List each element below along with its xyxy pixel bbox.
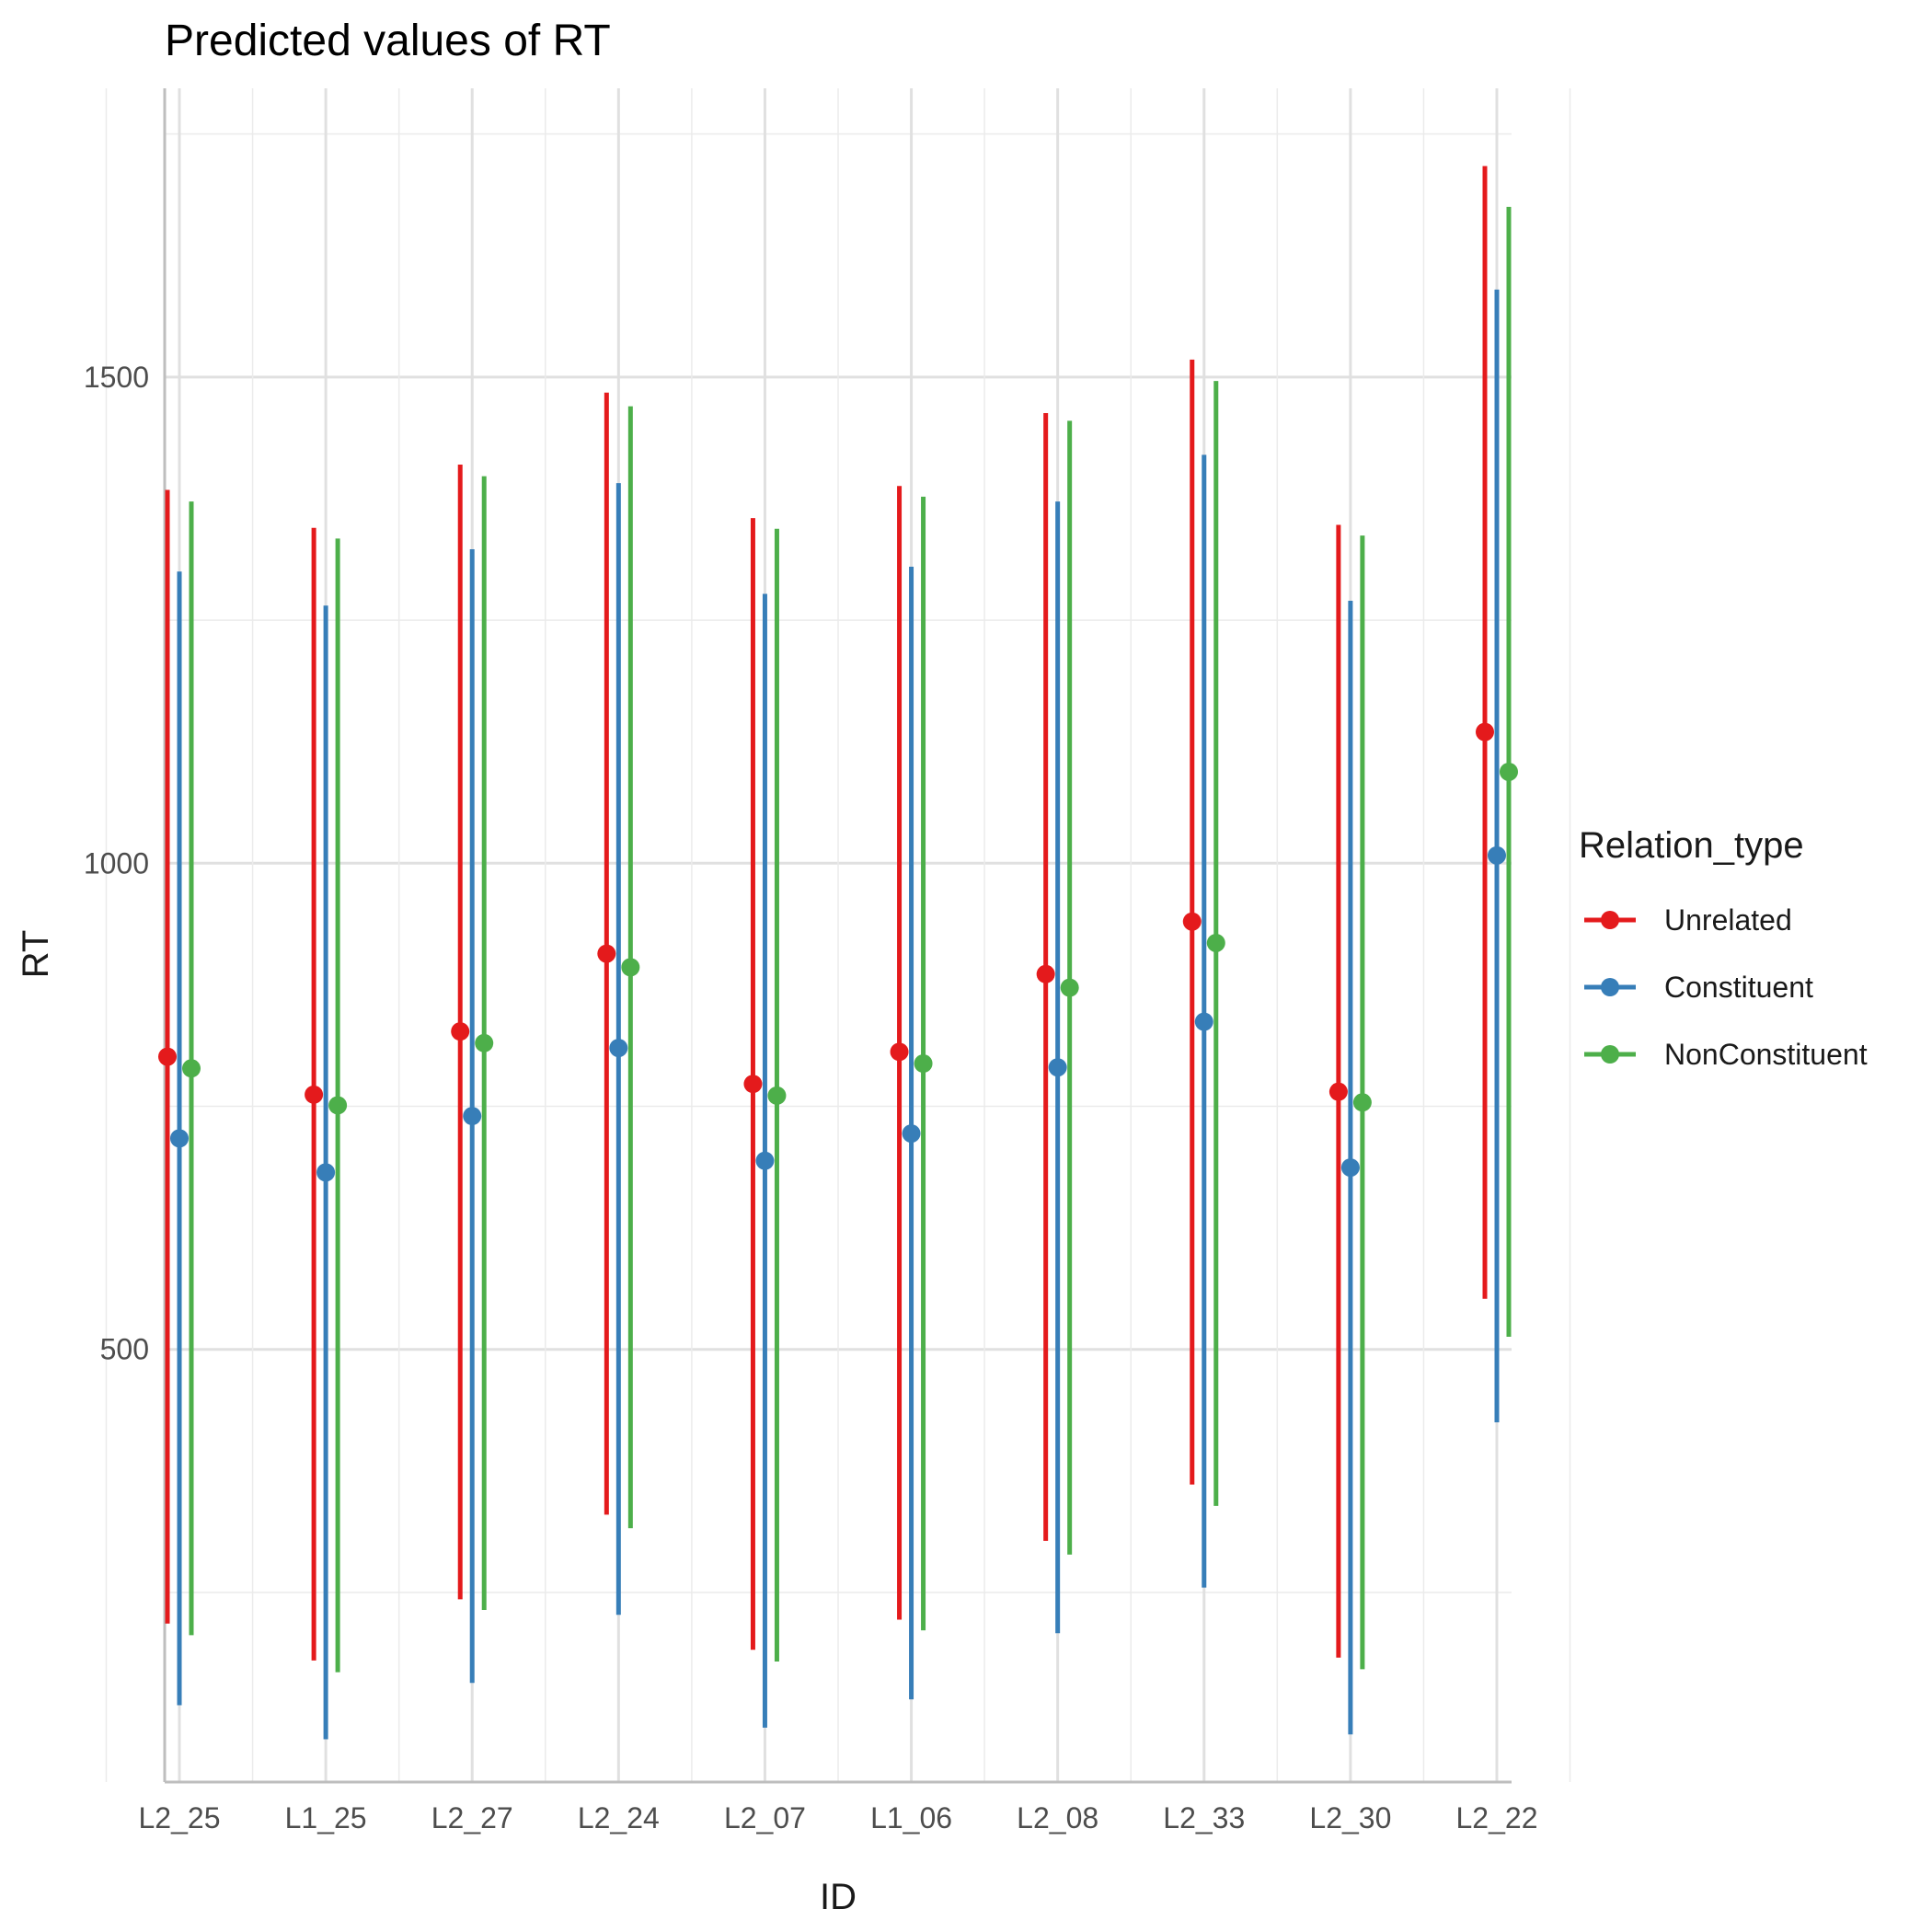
data-point bbox=[1352, 1093, 1372, 1112]
data-point bbox=[316, 1163, 336, 1182]
data-point bbox=[451, 1022, 470, 1041]
data-point bbox=[328, 1096, 348, 1115]
x-tick-label: L2_25 bbox=[139, 1801, 221, 1834]
data-point bbox=[1206, 933, 1225, 952]
legend-key-point bbox=[1601, 911, 1619, 929]
data-marks bbox=[158, 166, 1518, 1740]
x-tick-label: L2_33 bbox=[1163, 1801, 1245, 1834]
legend-label: Unrelated bbox=[1664, 903, 1792, 937]
x-tick-label: L2_08 bbox=[1017, 1801, 1098, 1834]
data-point bbox=[902, 1124, 921, 1144]
y-axis-title: RT bbox=[16, 930, 56, 979]
legend-item-constituent: Constituent bbox=[1584, 971, 1813, 1004]
y-tick-labels: 500 1000 1500 bbox=[84, 361, 149, 1366]
data-point bbox=[475, 1033, 494, 1052]
data-point bbox=[743, 1075, 763, 1094]
data-point bbox=[158, 1047, 177, 1066]
legend-title: Relation_type bbox=[1579, 825, 1804, 866]
series-unrelated bbox=[158, 166, 1494, 1661]
data-point bbox=[305, 1085, 324, 1104]
data-point bbox=[182, 1059, 201, 1078]
data-point bbox=[755, 1151, 775, 1170]
data-point bbox=[621, 958, 640, 977]
y-tick-label: 1000 bbox=[84, 846, 149, 880]
x-tick-labels: L2_25 L1_25 L2_27 L2_24 L2_07 L1_06 L2_08 L2_33… bbox=[139, 1801, 1538, 1834]
data-point bbox=[597, 944, 616, 963]
legend: Relation_type Unrelated Constituent NonCon… bbox=[1579, 825, 1868, 1071]
x-tick-label: L2_27 bbox=[431, 1801, 513, 1834]
series-nonconstituent bbox=[182, 206, 1518, 1673]
legend-label: Constituent bbox=[1664, 971, 1813, 1004]
x-axis-title: ID bbox=[820, 1877, 857, 1917]
x-tick-label: L2_24 bbox=[578, 1801, 660, 1834]
chart-title: Predicted values of RT bbox=[165, 17, 611, 65]
data-point bbox=[463, 1107, 482, 1126]
legend-key-point bbox=[1601, 978, 1619, 996]
series-constituent bbox=[170, 289, 1506, 1740]
data-point bbox=[170, 1129, 189, 1148]
data-point bbox=[1476, 722, 1494, 742]
data-point bbox=[914, 1054, 933, 1074]
data-point bbox=[1328, 1082, 1348, 1101]
y-tick-label: 1500 bbox=[84, 361, 149, 394]
x-tick-label: L2_07 bbox=[724, 1801, 806, 1834]
data-point bbox=[890, 1042, 909, 1062]
x-tick-label: L1_06 bbox=[870, 1801, 952, 1834]
legend-item-nonconstituent: NonConstituent bbox=[1584, 1038, 1868, 1071]
x-tick-label: L1_25 bbox=[285, 1801, 367, 1834]
x-tick-label: L2_30 bbox=[1309, 1801, 1391, 1834]
data-point bbox=[1194, 1012, 1213, 1031]
data-point bbox=[609, 1039, 628, 1058]
data-point bbox=[1036, 964, 1055, 983]
data-point bbox=[1048, 1058, 1067, 1077]
legend-label: NonConstituent bbox=[1664, 1038, 1868, 1071]
y-tick-label: 500 bbox=[100, 1333, 149, 1366]
data-point bbox=[1500, 762, 1518, 781]
x-tick-label: L2_22 bbox=[1456, 1801, 1538, 1834]
axes bbox=[163, 88, 1512, 1784]
data-point bbox=[1340, 1158, 1360, 1178]
data-point bbox=[1182, 912, 1202, 931]
data-point bbox=[1060, 978, 1079, 997]
legend-item-unrelated: Unrelated bbox=[1584, 903, 1792, 937]
data-point bbox=[1488, 845, 1506, 865]
data-point bbox=[767, 1086, 787, 1105]
legend-key-point bbox=[1601, 1045, 1619, 1064]
